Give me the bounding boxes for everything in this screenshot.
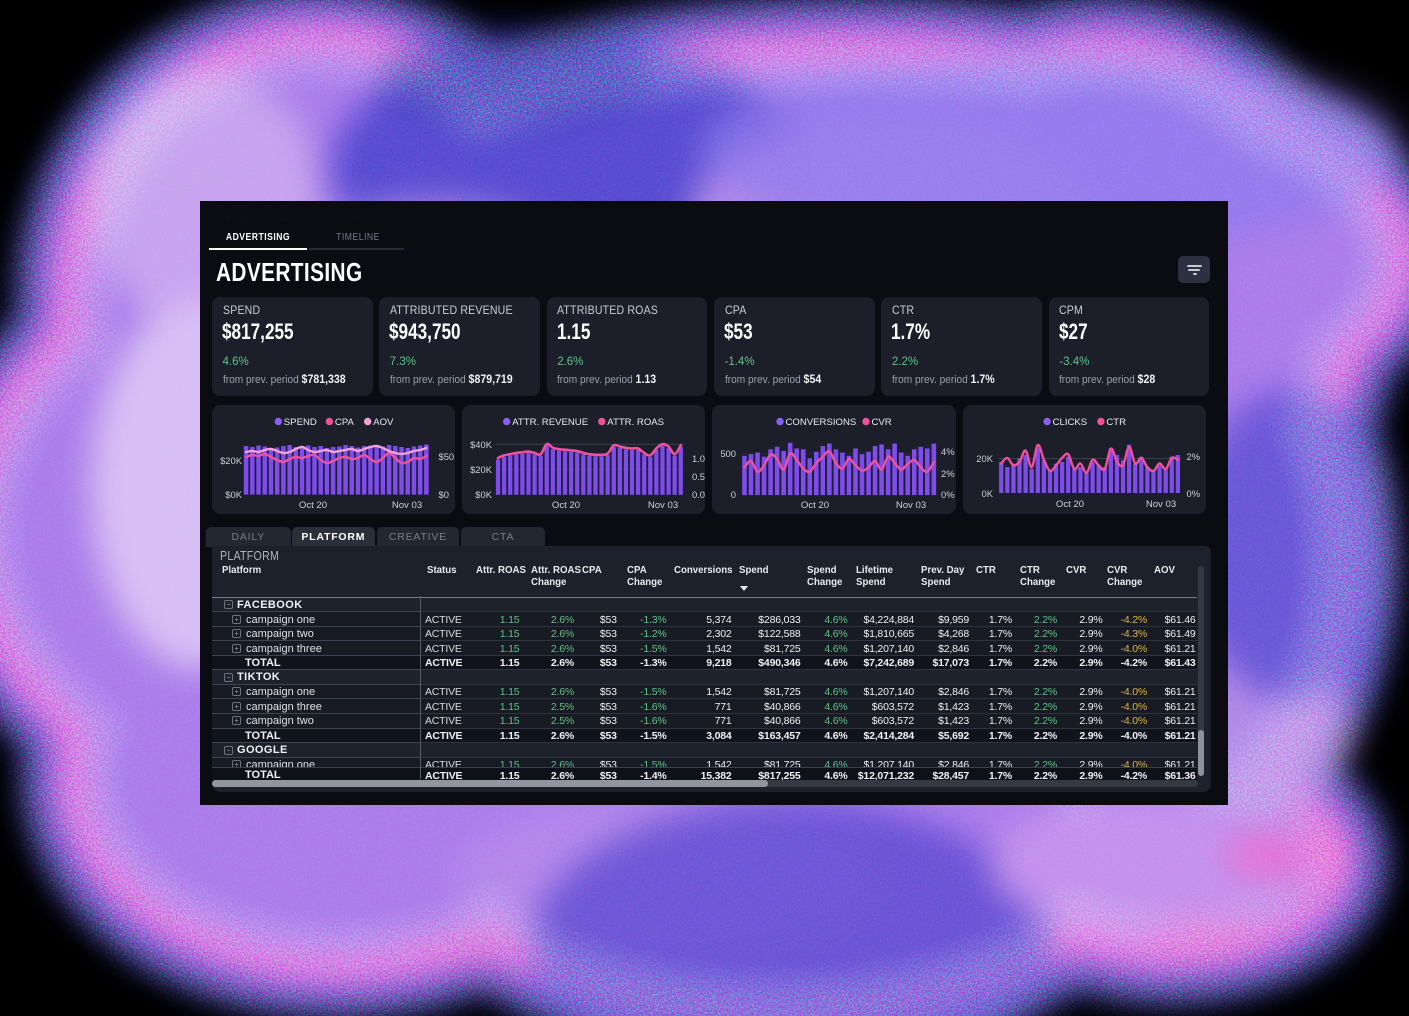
svg-text:$50: $50 xyxy=(438,451,454,462)
svg-text:CLICKS: CLICKS xyxy=(1052,417,1087,428)
svg-text:CPA: CPA xyxy=(335,417,355,428)
svg-text:Nov 03: Nov 03 xyxy=(1145,499,1175,510)
svg-text:Oct 20: Oct 20 xyxy=(552,500,580,511)
svg-text:$0: $0 xyxy=(438,489,448,500)
svg-text:CTR: CTR xyxy=(1106,417,1126,428)
svg-text:500: 500 xyxy=(721,448,737,459)
svg-text:Oct 20: Oct 20 xyxy=(299,500,327,511)
svg-text:$20K: $20K xyxy=(220,455,243,466)
svg-text:ATTR. REVENUE: ATTR. REVENUE xyxy=(512,417,588,428)
svg-text:Nov 03: Nov 03 xyxy=(392,500,422,511)
svg-text:4%: 4% xyxy=(941,446,955,457)
svg-text:0%: 0% xyxy=(1186,488,1200,499)
svg-text:$20K: $20K xyxy=(470,464,493,475)
svg-text:Nov 03: Nov 03 xyxy=(648,500,678,511)
svg-text:0K: 0K xyxy=(981,488,993,499)
svg-text:2%: 2% xyxy=(941,468,955,479)
svg-text:0.5: 0.5 xyxy=(692,471,705,482)
svg-text:Oct 20: Oct 20 xyxy=(801,500,829,511)
svg-text:Nov 03: Nov 03 xyxy=(896,500,926,511)
svg-text:ATTR. ROAS: ATTR. ROAS xyxy=(607,417,664,428)
svg-text:2%: 2% xyxy=(1186,451,1200,462)
svg-text:SPEND: SPEND xyxy=(284,417,317,428)
svg-text:20K: 20K xyxy=(976,453,993,464)
svg-text:$40K: $40K xyxy=(470,439,493,450)
svg-text:$0K: $0K xyxy=(225,489,242,500)
svg-text:$0K: $0K xyxy=(475,489,492,500)
svg-text:CVR: CVR xyxy=(872,417,892,428)
svg-text:CONVERSIONS: CONVERSIONS xyxy=(786,417,857,428)
svg-text:1.0: 1.0 xyxy=(692,453,705,464)
svg-text:0.0: 0.0 xyxy=(692,489,705,500)
svg-text:AOV: AOV xyxy=(373,417,394,428)
svg-text:0: 0 xyxy=(731,489,736,500)
svg-text:0%: 0% xyxy=(941,489,955,500)
svg-text:Oct 20: Oct 20 xyxy=(1055,499,1083,510)
